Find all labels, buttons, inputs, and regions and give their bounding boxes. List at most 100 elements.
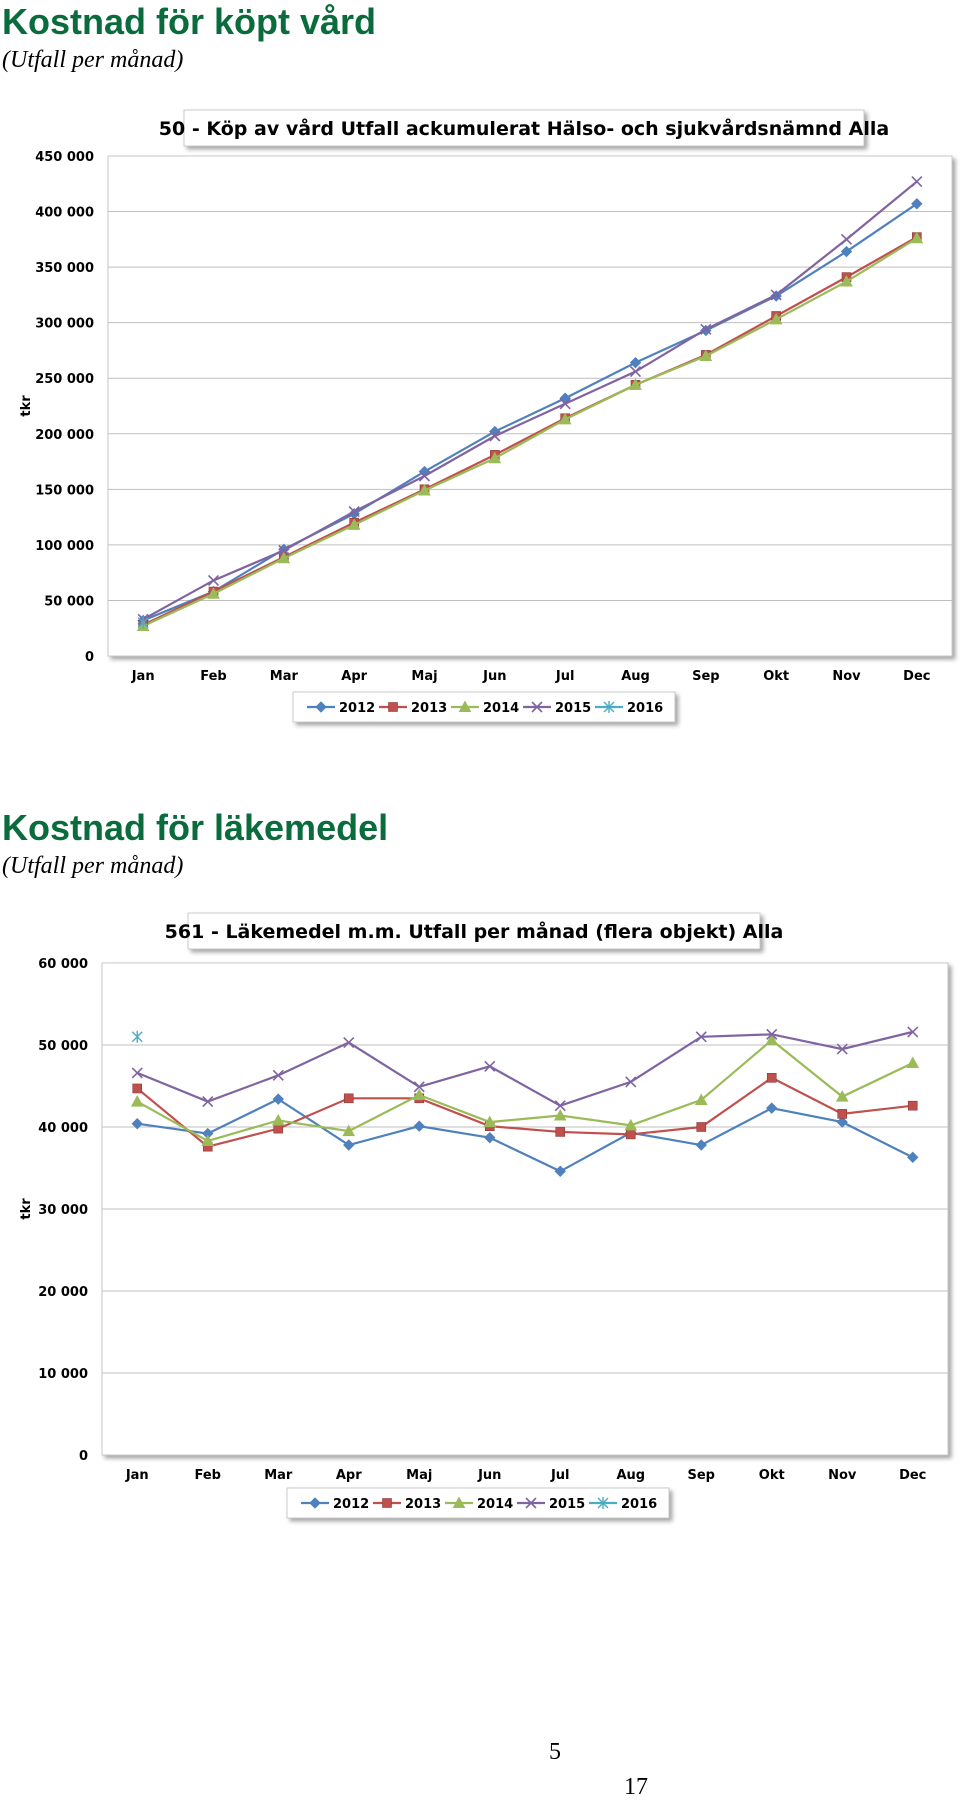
legend-item-2015: 2015 [523, 701, 591, 716]
x-tick-label: Apr [336, 1468, 362, 1483]
x-tick-label: Aug [621, 669, 650, 684]
data-point-2015 [418, 470, 431, 482]
legend-item-2014: 2014 [445, 1496, 513, 1512]
series-line-2014 [136, 1038, 914, 1143]
legend-marker [603, 701, 615, 713]
data-point-2014 [629, 378, 642, 390]
x-tick-label: Sep [688, 1468, 716, 1483]
data-point-2014 [553, 1108, 567, 1121]
x-tick-label: Okt [759, 1468, 785, 1483]
data-point-2012 [554, 1165, 566, 1177]
data-point-2012 [629, 356, 642, 369]
data-point-2012 [836, 1116, 848, 1128]
legend-box [292, 691, 676, 723]
legend-item-2012: 2012 [301, 1497, 369, 1512]
data-point-2014 [277, 551, 291, 564]
legend: 2012 2013 2014 2015 2016 [292, 691, 676, 723]
data-point-2014 [840, 275, 853, 287]
chart-title: 561 - Läkemedel m.m. Utfall per månad (f… [165, 912, 783, 950]
data-point-2016 [137, 616, 149, 629]
data-point-2015 [559, 398, 571, 410]
data-point-2015 [207, 574, 220, 587]
data-point-2014 [342, 1124, 356, 1137]
data-point-2015 [766, 1028, 778, 1040]
legend-label: 2013 [411, 701, 447, 716]
legend-item-2014: 2014 [451, 700, 519, 716]
x-tick-label: Maj [411, 669, 437, 684]
y-tick-label: 350 000 [35, 261, 94, 276]
x-tick-label: Aug [616, 1468, 645, 1483]
data-point-2016 [131, 1030, 143, 1043]
y-axis-label: tkr [19, 395, 34, 417]
data-point-2015 [629, 365, 642, 378]
chart-title-text: 50 - Köp av vård Utfall ackumulerat Häls… [159, 116, 889, 140]
y-tick-label: 150 000 [35, 483, 94, 498]
y-tick-label: 400 000 [35, 206, 94, 221]
y-tick-label: 10 000 [38, 1367, 88, 1382]
legend-marker [315, 701, 327, 713]
x-tick-label: Okt [763, 669, 789, 684]
data-point-2014 [347, 518, 361, 530]
x-tick-label: Feb [200, 669, 226, 684]
legend-label: 2016 [621, 1497, 657, 1512]
data-point-2013 [343, 1093, 354, 1104]
data-point-2012 [840, 245, 853, 258]
data-point-2013 [132, 1083, 143, 1094]
data-point-2014 [201, 1134, 215, 1146]
legend-label: 2015 [549, 1497, 585, 1512]
data-point-2014 [769, 312, 783, 325]
data-point-2012 [695, 1139, 707, 1151]
y-axis-label: tkr [19, 1198, 34, 1220]
legend-label: 2012 [339, 701, 375, 716]
legend-marker [452, 1496, 466, 1508]
legend-marker [531, 701, 543, 713]
y-tick-label: 20 000 [38, 1285, 88, 1300]
series-2015 [131, 1026, 919, 1112]
page-number: 5 [549, 1739, 561, 1765]
data-point-2014 [488, 451, 502, 464]
legend-item-2016: 2016 [589, 1497, 657, 1512]
legend-item-2016: 2016 [595, 701, 663, 716]
y-tick-label: 40 000 [38, 1121, 88, 1136]
data-point-2012 [766, 1102, 778, 1114]
y-tick-label: 30 000 [38, 1203, 88, 1218]
page-number-secondary: 17 [624, 1774, 648, 1800]
data-point-2015 [278, 544, 290, 557]
data-point-2014 [906, 1056, 920, 1069]
series-line-2014 [142, 237, 918, 628]
x-tick-label: Jun [477, 1468, 501, 1483]
data-point-2014 [624, 1118, 638, 1131]
chart-lakemedel: 561 - Läkemedel m.m. Utfall per månad (f… [19, 912, 949, 1519]
data-point-2015 [700, 323, 712, 335]
data-point-2012 [907, 1151, 919, 1164]
legend-item-2012: 2012 [307, 701, 375, 716]
legend-label: 2016 [627, 701, 663, 716]
y-tick-label: 0 [85, 650, 94, 665]
series-2015 [137, 175, 923, 625]
y-tick-label: 0 [79, 1449, 88, 1464]
data-point-2015 [836, 1043, 848, 1055]
chart-kopt-vard: 50 - Köp av vård Utfall ackumulerat Häls… [19, 109, 953, 723]
data-point-2014 [483, 1115, 497, 1128]
data-point-2014 [271, 1113, 285, 1126]
data-point-2015 [348, 505, 360, 518]
data-point-2013 [273, 1123, 284, 1134]
x-tick-label: Jul [555, 669, 575, 684]
x-tick-label: Jan [131, 669, 155, 684]
data-point-2014 [412, 1088, 426, 1101]
legend-label: 2014 [477, 1497, 513, 1512]
series-line-2015 [136, 1030, 914, 1107]
data-point-2014 [558, 412, 572, 425]
data-point-2013 [625, 1129, 636, 1140]
data-point-2015 [272, 1069, 284, 1081]
series-2014 [136, 231, 924, 631]
data-point-2013 [837, 1109, 848, 1119]
data-point-2015 [907, 1026, 919, 1038]
data-point-2015 [202, 1096, 214, 1108]
y-tick-label: 50 000 [44, 594, 94, 609]
y-tick-label: 60 000 [38, 957, 88, 972]
series-2016 [137, 616, 149, 629]
legend-label: 2015 [555, 701, 591, 716]
data-point-2014 [910, 231, 924, 244]
data-point-2012 [343, 1139, 355, 1151]
